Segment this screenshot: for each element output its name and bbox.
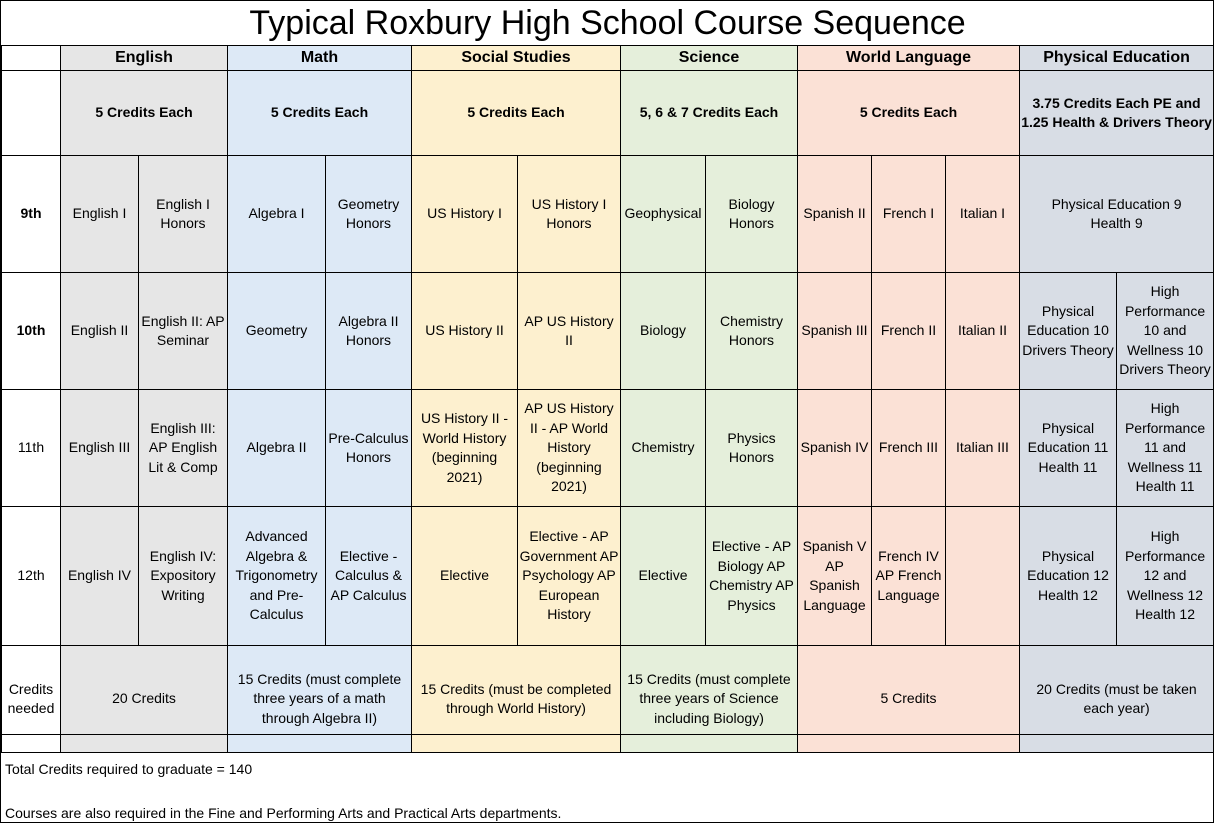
course-cell: AP US History II - AP World History (beg… [517,389,621,507]
course-cell: Physical Education 9 Health 9 [1018,155,1213,273]
course-cell: English II: AP Seminar [138,272,228,390]
course-cell: Chemistry Honors [705,272,798,390]
course-cell: Physical Education 10 Drivers Theory [1019,272,1117,390]
course-cell: English IV: Expository Writing [138,506,228,646]
course-sequence-table: Typical Roxbury High School Course Seque… [1,1,1213,753]
course-cell: US History I Honors [517,155,621,273]
course-cell: English I [60,155,139,273]
corner-cell [1,70,61,156]
grade-label: 9th [1,155,61,273]
course-cell: Algebra II [227,389,326,507]
dept-credits-physical-education: 3.75 Credits Each PE and 1.25 Health & D… [1018,70,1213,156]
footer-notes: Total Credits required to graduate = 140… [1,734,1213,822]
additional-requirements-note: Courses are also required in the Fine an… [5,805,562,821]
course-cell: Physics Honors [705,389,798,507]
course-cell: Spanish II [797,155,872,273]
course-cell: High Performance 12 and Wellness 12 Heal… [1115,506,1213,646]
course-cell: Spanish IV [797,389,872,507]
page-title: Typical Roxbury High School Course Seque… [1,1,1213,46]
course-cell [945,506,1020,646]
course-cell: US History II [411,272,518,390]
course-cell: Elective - AP Government AP Psychology A… [517,506,621,646]
dept-credits-world-language: 5 Credits Each [797,70,1020,156]
course-cell: Elective [411,506,518,646]
course-cell: Physical Education 11 Health 11 [1019,389,1117,507]
course-cell: High Performance 10 and Wellness 10 Driv… [1115,272,1213,390]
course-cell: English I Honors [138,155,228,273]
dept-credits-math: 5 Credits Each [227,70,412,156]
course-cell: English IV [60,506,139,646]
course-cell: Geometry Honors [325,155,412,273]
grade-label: 12th [1,506,61,646]
course-cell: Italian III [945,389,1020,507]
course-cell: Italian II [945,272,1020,390]
grade-row-12th: 12th English IV English IV: Expository W… [1,506,1213,646]
course-cell: French I [871,155,946,273]
course-cell: Biology Honors [705,155,798,273]
grade-label: 10th [1,272,61,390]
course-cell: Spanish III [797,272,872,390]
course-cell: High Performance 11 and Wellness 11 Heal… [1115,389,1213,507]
course-cell: Spanish V AP Spanish Language [797,506,872,646]
dept-credits-science: 5, 6 & 7 Credits Each [620,70,798,156]
grade-row-11th: 11th English III English III: AP English… [1,389,1213,507]
course-cell: Geophysical [620,155,706,273]
credits-needed-label: Credits needed [1,645,61,753]
course-cell: Elective - Calculus & AP Calculus [325,506,412,646]
course-cell: Chemistry [620,389,706,507]
course-cell: US History II - World History (beginning… [411,389,518,507]
grade-row-10th: 10th English II English II: AP Seminar G… [1,272,1213,390]
course-cell: English II [60,272,139,390]
course-cell: Italian I [945,155,1020,273]
dept-credits-social-studies: 5 Credits Each [411,70,621,156]
course-cell: English III: AP English Lit & Comp [138,389,228,507]
course-cell: US History I [411,155,518,273]
total-credits-note: Total Credits required to graduate = 140 [5,761,253,777]
course-cell: French III [871,389,946,507]
course-cell: Pre-Calculus Honors [325,389,412,507]
course-cell: AP US History II [517,272,621,390]
dept-header-physical-education: Physical Education [1018,45,1213,71]
course-cell: Elective [620,506,706,646]
course-cell: Advanced Algebra & Trigonometry and Pre-… [227,506,326,646]
course-cell: Algebra II Honors [325,272,412,390]
course-cell: Algebra I [227,155,326,273]
grade-row-9th: 9th English I English I Honors Algebra I… [1,155,1213,273]
dept-header-science: Science [620,45,798,71]
dept-header-world-language: World Language [797,45,1020,71]
course-cell: Elective - AP Biology AP Chemistry AP Ph… [705,506,798,646]
course-cell: Geometry [227,272,326,390]
dept-header-english: English [60,45,228,71]
course-cell: Physical Education 12 Health 12 [1019,506,1117,646]
dept-header-social-studies: Social Studies [411,45,621,71]
course-cell: English III [60,389,139,507]
corner-cell [1,45,61,71]
course-cell: French II [871,272,946,390]
credits-needed-world-language: 5 Credits [797,645,1020,753]
course-cell: French IV AP French Language [871,506,946,646]
grade-label: 11th [1,389,61,507]
course-cell: Biology [620,272,706,390]
dept-header-math: Math [227,45,412,71]
dept-credits-english: 5 Credits Each [60,70,228,156]
